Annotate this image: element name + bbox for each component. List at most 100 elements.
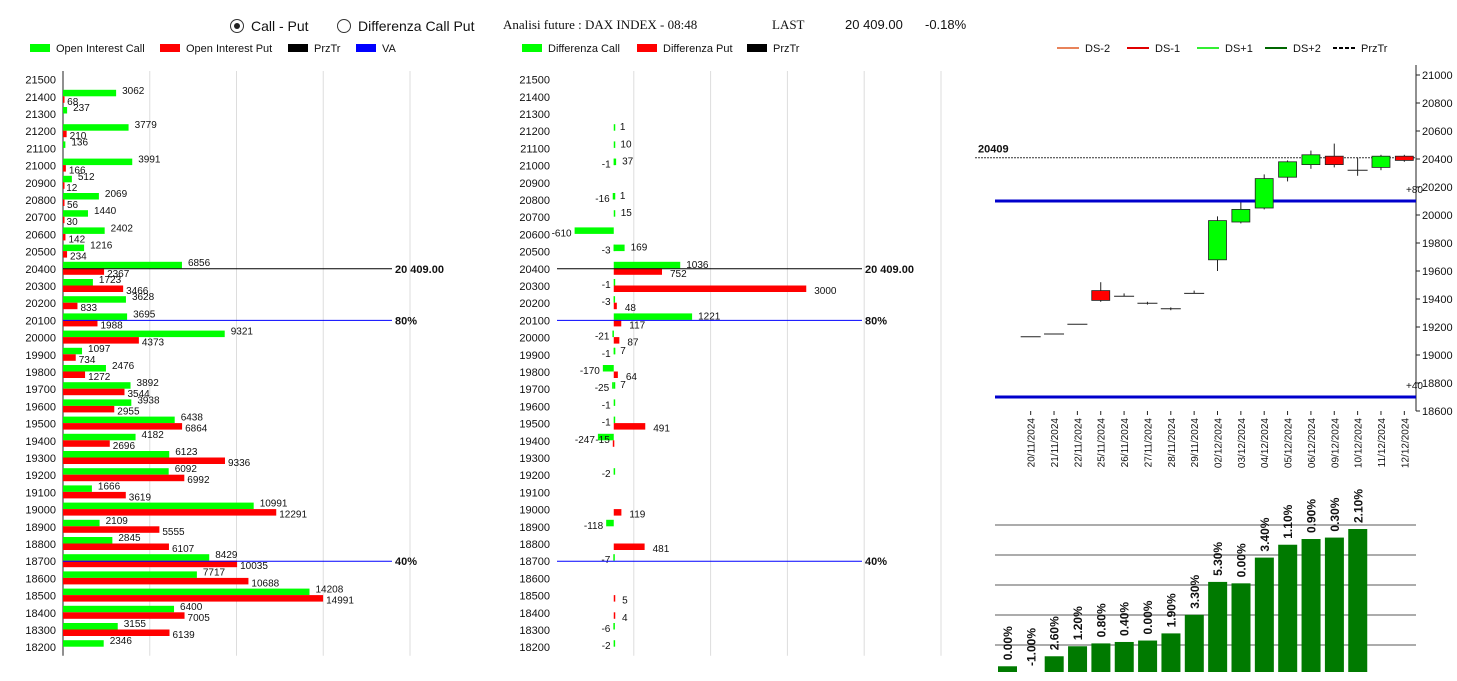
y-tick-label: 20800 bbox=[1422, 98, 1453, 110]
call-diff-neg-bar bbox=[613, 244, 616, 252]
call-diff-label: 169 bbox=[631, 243, 648, 254]
strike-label: 19200 bbox=[519, 470, 550, 482]
call-diff-neg-bar bbox=[612, 382, 614, 389]
percent-label: -1.00% bbox=[1024, 628, 1038, 666]
strike-label: 18600 bbox=[25, 573, 56, 585]
put-value-label: 12 bbox=[66, 183, 78, 194]
call-diff-neg-bar bbox=[613, 296, 616, 303]
legend-label: Open Interest Call bbox=[56, 43, 145, 55]
legend-label: DS+2 bbox=[1293, 43, 1321, 55]
put-value-label: 4373 bbox=[142, 338, 165, 349]
put-bar bbox=[63, 595, 324, 602]
call-diff-neg-label: -16 bbox=[595, 194, 610, 205]
call-value-label: 2476 bbox=[112, 361, 135, 372]
call-diff-neg-bar bbox=[613, 554, 615, 561]
put-diff-bar bbox=[613, 509, 622, 516]
strike-label: 19200 bbox=[25, 470, 56, 482]
put-diff-label: 117 bbox=[629, 320, 645, 331]
strike-label: 20700 bbox=[519, 212, 550, 224]
put-diff-label: 3000 bbox=[814, 286, 837, 297]
percent-label: 0.30% bbox=[1328, 497, 1342, 531]
call-diff-neg-bar bbox=[612, 193, 615, 200]
call-diff-neg-bar bbox=[613, 399, 616, 406]
put-value-label: 68 bbox=[67, 97, 79, 108]
strike-label: 21500 bbox=[25, 75, 56, 87]
put-value-label: 9336 bbox=[228, 458, 251, 469]
put-bar bbox=[63, 165, 66, 172]
put-bar bbox=[63, 526, 160, 533]
put-bar bbox=[63, 457, 225, 464]
put-bar bbox=[63, 474, 185, 482]
call-diff-neg-bar bbox=[613, 416, 616, 424]
put-bar bbox=[63, 251, 68, 258]
call-diff-neg-bar bbox=[574, 227, 614, 234]
put-diff-label: 4 bbox=[622, 613, 628, 624]
strike-label: 20200 bbox=[25, 298, 56, 310]
call-value-label: 3991 bbox=[138, 155, 161, 166]
percent-label: 2.60% bbox=[1048, 616, 1062, 650]
call-diff-label: 1 bbox=[620, 122, 626, 133]
call-bar bbox=[63, 227, 105, 234]
put-value-label: 14991 bbox=[326, 596, 354, 607]
strike-label: 18500 bbox=[519, 591, 550, 603]
call-value-label: 3628 bbox=[132, 292, 155, 303]
date-label: 28/11/2024 bbox=[1167, 418, 1178, 468]
call-bar bbox=[63, 433, 136, 441]
strike-label: 18700 bbox=[25, 556, 56, 568]
date-label: 25/11/2024 bbox=[1097, 418, 1108, 468]
put-value-label: 6139 bbox=[173, 630, 196, 641]
strike-label: 19500 bbox=[519, 419, 550, 431]
strike-label: 18500 bbox=[25, 591, 56, 603]
put-diff-bar bbox=[613, 319, 622, 327]
y-tick-label: 20600 bbox=[1422, 126, 1453, 138]
put-bar bbox=[63, 560, 238, 568]
call-diff-neg-label: -610 bbox=[552, 228, 572, 239]
radio-unselected-icon[interactable] bbox=[337, 19, 351, 33]
put-value-label: 56 bbox=[67, 200, 79, 211]
candle-body bbox=[1091, 290, 1111, 301]
radio-selected-icon[interactable] bbox=[230, 19, 244, 33]
legend-swatch bbox=[30, 44, 50, 52]
put-bar bbox=[63, 233, 66, 241]
call-diff-label: 7 bbox=[620, 380, 626, 391]
call-diff-bar bbox=[613, 193, 616, 200]
percent-bar bbox=[1068, 646, 1088, 672]
date-label: 21/11/2024 bbox=[1050, 418, 1061, 468]
strike-label: 19100 bbox=[25, 487, 56, 499]
call-diff-bar bbox=[613, 261, 681, 269]
percent-label: 3.30% bbox=[1188, 574, 1202, 608]
date-label: 11/12/2024 bbox=[1377, 418, 1388, 468]
call-bar bbox=[63, 554, 210, 561]
put-value-label: 1988 bbox=[100, 320, 123, 331]
call-value-label: 3779 bbox=[135, 120, 158, 131]
strike-label: 19900 bbox=[25, 350, 56, 362]
percent-label: 1.20% bbox=[1071, 606, 1085, 640]
strike-label: 19400 bbox=[25, 436, 56, 448]
put-value-label: 30 bbox=[67, 217, 79, 228]
put-diff-bar bbox=[613, 371, 618, 378]
strike-label: 18900 bbox=[519, 522, 550, 534]
call-bar bbox=[63, 193, 99, 200]
call-diff-label: 37 bbox=[622, 157, 634, 168]
strike-label: 20900 bbox=[25, 178, 56, 190]
call-value-label: 1440 bbox=[94, 206, 117, 217]
legend-label: VA bbox=[382, 43, 397, 55]
radio-differenza[interactable]: Differenza Call Put bbox=[337, 18, 474, 34]
legend-label: Differenza Put bbox=[663, 43, 733, 55]
percent-change-chart: 0.00% -1.00% 2.60% 1.20% 0.80% 0.40% 0.00% 1.90… bbox=[995, 489, 1416, 672]
call-diff-bar bbox=[613, 210, 616, 217]
date-label: 04/12/2024 bbox=[1260, 418, 1271, 468]
call-value-label: 1666 bbox=[98, 481, 121, 492]
percent-bar bbox=[1231, 583, 1251, 672]
radio-call-put[interactable]: Call - Put bbox=[230, 18, 309, 34]
reference-label: 80% bbox=[865, 315, 887, 327]
strike-label: 21200 bbox=[519, 126, 550, 138]
strike-label: 18700 bbox=[519, 556, 550, 568]
legend-swatch bbox=[288, 44, 308, 52]
put-bar bbox=[63, 337, 139, 344]
call-value-label: 4182 bbox=[142, 430, 165, 441]
put-value-label: 12291 bbox=[279, 510, 307, 521]
y-tick-label: 19600 bbox=[1422, 266, 1453, 278]
call-diff-neg-label: -1 bbox=[602, 160, 611, 171]
date-label: 29/11/2024 bbox=[1190, 418, 1201, 468]
